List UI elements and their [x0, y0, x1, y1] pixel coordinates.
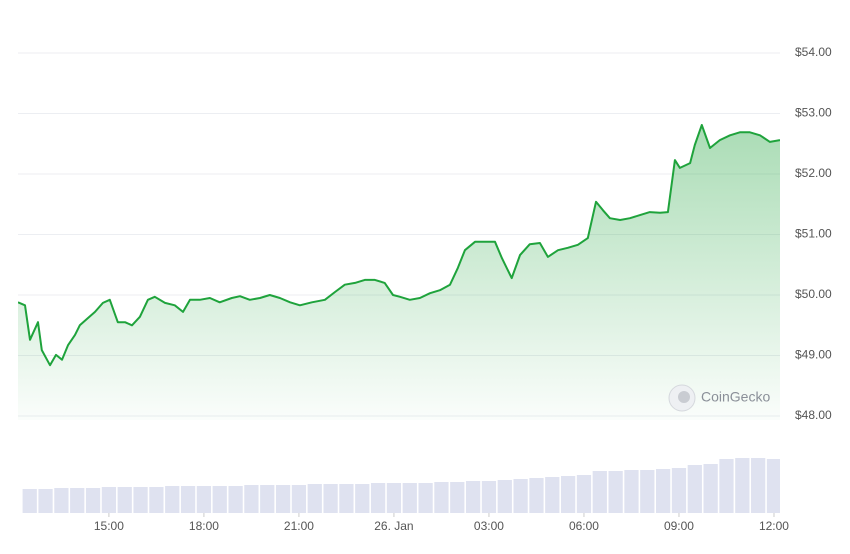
volume-bar — [117, 487, 132, 513]
x-tick-label: 09:00 — [664, 519, 694, 533]
volume-bar — [545, 477, 560, 513]
y-tick-label: $52.00 — [795, 166, 832, 180]
volume-bar — [402, 483, 417, 513]
volume-bar — [751, 458, 766, 513]
volume-bar — [481, 481, 497, 513]
volume-bar — [370, 483, 386, 513]
volume-bar — [244, 485, 259, 513]
volume-bar — [560, 476, 576, 513]
volume-bar — [260, 485, 275, 513]
volume-bar — [165, 486, 180, 513]
volume-bar — [735, 458, 750, 513]
volume-bar — [133, 487, 148, 513]
volume-bar — [497, 480, 512, 513]
volume-bar — [85, 488, 101, 513]
volume-bar — [608, 471, 623, 513]
volume-bar — [275, 485, 291, 513]
volume-bar — [671, 468, 687, 513]
volume-bar — [22, 489, 37, 513]
volume-bar — [624, 470, 639, 513]
volume-bar — [180, 486, 196, 513]
volume-bar — [386, 483, 402, 513]
x-tick-label: 21:00 — [284, 519, 314, 533]
y-tick-label: $54.00 — [795, 45, 832, 59]
watermark-logo — [668, 384, 696, 412]
volume-bar — [576, 475, 592, 513]
volume-bar — [70, 488, 85, 513]
y-tick-label: $49.00 — [795, 348, 832, 362]
volume-bar — [418, 483, 433, 513]
volume-bar — [228, 486, 243, 513]
y-tick-label: $53.00 — [795, 106, 832, 120]
volume-bar — [687, 465, 702, 513]
volume-bar — [719, 459, 734, 513]
volume-bar — [640, 470, 655, 513]
volume-bar — [703, 464, 718, 513]
x-tick-label: 26. Jan — [374, 519, 413, 533]
volume-bar — [101, 487, 117, 513]
x-tick-label: 03:00 — [474, 519, 504, 533]
x-tick-label: 18:00 — [189, 519, 219, 533]
watermark: CoinGecko — [701, 389, 770, 405]
volume-bar — [529, 478, 544, 513]
area — [18, 125, 780, 420]
volume-bar — [196, 486, 212, 513]
volume-bar — [465, 481, 481, 513]
y-tick-label: $50.00 — [795, 287, 832, 301]
x-tick-label: 12:00 — [759, 519, 789, 533]
volume-bar — [323, 484, 338, 513]
x-tick-label: 15:00 — [94, 519, 124, 533]
volume-bar — [149, 487, 164, 513]
volume-bar — [38, 489, 53, 513]
volume-bar — [291, 485, 307, 513]
volume-bar — [355, 484, 370, 513]
volume-bar — [54, 488, 69, 513]
volume-bar — [339, 484, 354, 513]
volume-bar — [766, 459, 780, 513]
y-tick-label: $48.00 — [795, 408, 832, 422]
y-tick-label: $51.00 — [795, 227, 832, 241]
price-line — [18, 124, 780, 367]
volume-bar — [592, 471, 607, 513]
volume-bar — [450, 482, 465, 513]
volume-bar — [434, 482, 449, 513]
volume-bar — [656, 469, 671, 513]
volume-bar — [212, 486, 227, 513]
x-tick-label: 06:00 — [569, 519, 599, 533]
volume-bar — [513, 479, 528, 513]
volume-bar — [307, 484, 322, 513]
